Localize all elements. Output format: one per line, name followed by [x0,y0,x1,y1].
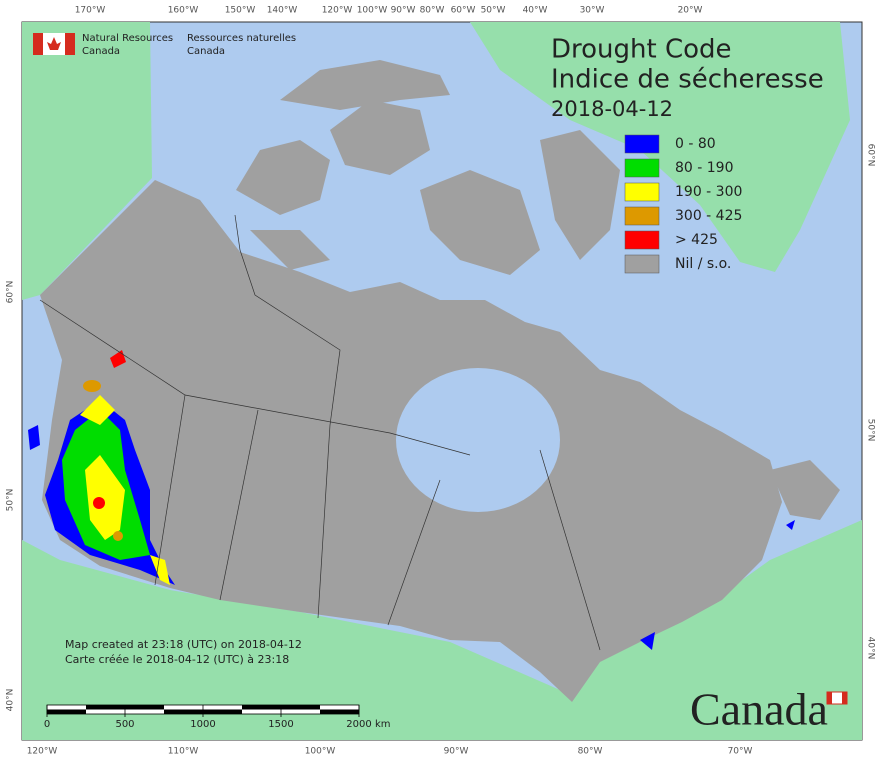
legend-swatch [624,254,660,274]
scale-unit: km [375,719,391,730]
graticule-label: 20°W [678,6,703,16]
drought-zone-shape [150,555,170,585]
graticule-label: 100°W [357,6,388,16]
boundarie-shape [39,299,471,456]
drought-zones [28,350,795,650]
land-shape [236,140,330,215]
legend-label: 190 - 300 [675,184,742,200]
legend-label: Nil / s.o. [675,256,731,272]
drought-zone-shape [786,520,795,530]
graticule-label: 150°W [225,6,256,16]
graticule-label: 110°W [168,747,199,757]
boundarie-shape [234,214,341,426]
graticule-label: 50°N [866,419,876,442]
legend-swatch [624,206,660,226]
wordmark-flag-band [827,692,832,704]
drought-zone-shape [110,350,126,368]
scale-segment [86,705,125,710]
graticule-label: 50°N [6,489,16,512]
flag-logo-band [65,33,75,55]
flag-logo-leaf [47,37,61,50]
scale-segment [320,709,359,714]
graticule-label: 90°W [391,6,416,16]
boundarie-shape [387,479,441,626]
date: 2018-04-12 [551,97,673,121]
legend-label: 300 - 425 [675,208,742,224]
scale-segment [203,709,242,714]
scale-label: 2000 [346,719,371,730]
graticule-label: 40°W [523,6,548,16]
scale-segment [164,709,203,714]
graticule-label: 120°W [27,747,58,757]
title: Drought Code [551,35,732,65]
graticule-label: 40°N [866,637,876,660]
boundarie-shape [539,449,601,651]
drought-zone-shape [85,455,125,540]
graticule-label: 60°N [6,281,16,304]
land-shape [420,170,540,275]
boundarie-shape [154,394,186,586]
wordmark-flag-band [842,692,847,704]
wordmark: Canada [690,684,828,735]
land-shape [22,22,152,300]
scale-label: 1000 [190,719,215,730]
scale-label: 0 [44,719,50,730]
credit: Carte créée le 2018-04-12 (UTC) à 23:18 [65,653,289,666]
legend-swatch [624,182,660,202]
legend-swatch [624,158,660,178]
scale-segment [281,705,320,710]
drought-zone-shape [28,425,40,450]
scale-segment [125,705,164,710]
scale-label: 1500 [268,719,293,730]
scale-segment [242,705,281,710]
credit: Map created at 23:18 (UTC) on 2018-04-12 [65,638,302,651]
drought-zone-shape [640,632,655,650]
land-shape [396,368,560,512]
land-shape [22,520,862,740]
drought-zone-shape [83,380,101,392]
graticule-label: 160°W [168,6,199,16]
legend-swatch [624,134,660,154]
graticule-label: 50°W [481,6,506,16]
boundarie-shape [317,424,331,619]
graticule-label: 30°W [580,6,605,16]
land-shape [280,60,450,110]
land-shape [540,130,620,260]
graticule-label: 90°W [444,747,469,757]
graticule-label: 120°W [322,6,353,16]
graticule-label: 80°W [420,6,445,16]
scale-segment [47,709,86,714]
graticule-label: 60°W [451,6,476,16]
graticule-label: 170°W [75,6,106,16]
graticule-label: 60°N [866,144,876,167]
legend-swatch [624,230,660,250]
scale-label: 500 [115,719,134,730]
legend-label: > 425 [675,232,718,248]
legend-label: 80 - 190 [675,160,734,176]
agency-fr: Ressources naturelles [187,33,296,44]
boundaries [39,214,601,651]
legend-label: 0 - 80 [675,136,716,152]
graticule-label: 80°W [578,747,603,757]
boundarie-shape [219,409,259,601]
land-shape [330,100,430,175]
graticule-label: 140°W [267,6,298,16]
drought-zone-shape [93,497,105,509]
agency-en: Canada [82,46,120,57]
drought-zone-shape [80,395,115,425]
land-shape [250,230,330,270]
agency-en: Natural Resources [82,33,173,44]
land-shape [470,22,850,272]
graticule-label: 100°W [305,747,336,757]
agency-fr: Canada [187,46,225,57]
graticule-label: 40°N [6,689,16,712]
drought-zone-shape [113,531,123,541]
flag-logo-band [33,33,43,55]
land-shape [770,460,840,520]
graticule-label: 70°W [728,747,753,757]
title: Indice de sécheresse [551,65,824,95]
